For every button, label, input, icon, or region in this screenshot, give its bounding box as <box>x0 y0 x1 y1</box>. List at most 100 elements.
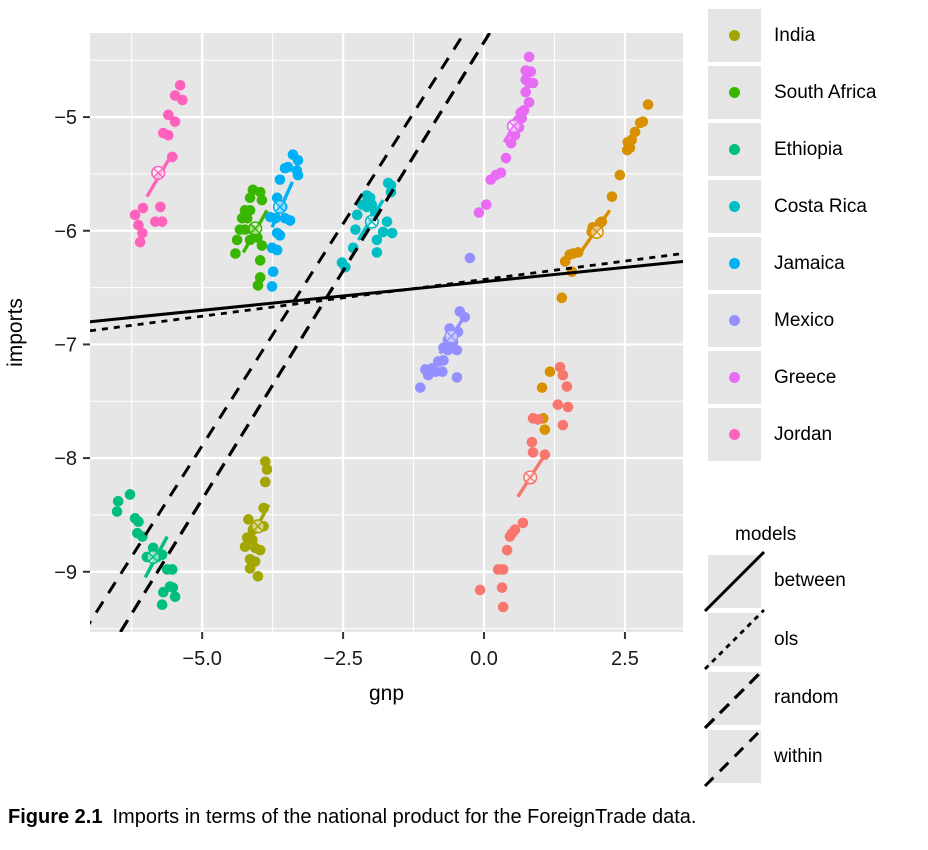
data-point <box>459 311 471 323</box>
data-point <box>500 152 512 164</box>
data-point <box>252 280 264 291</box>
data-point <box>497 564 509 575</box>
legend-item-mexico: Mexico <box>708 292 928 349</box>
data-point <box>254 186 266 198</box>
data-point <box>504 531 516 542</box>
legend-key-swatch <box>708 123 761 176</box>
data-point <box>539 424 551 435</box>
figure-caption: Figure 2.1 Imports in terms of the nation… <box>8 806 920 829</box>
data-point <box>167 582 179 593</box>
data-point <box>230 248 241 259</box>
legend-label: Greece <box>774 366 837 388</box>
legend-key-swatch <box>703 550 766 612</box>
line-icon <box>703 550 766 612</box>
point-icon <box>729 315 740 326</box>
model-line-ols <box>90 252 683 333</box>
data-point <box>163 129 174 141</box>
data-point <box>271 244 283 256</box>
series-south-africa <box>230 184 269 291</box>
data-point <box>527 447 539 458</box>
legend-label: Ethiopia <box>774 138 843 160</box>
legend-item-ols: ols <box>704 609 928 671</box>
data-point <box>254 272 266 283</box>
data-point <box>174 79 186 91</box>
data-point <box>254 255 266 266</box>
point-icon <box>729 429 740 440</box>
x-tick-label: −5.0 <box>182 648 221 670</box>
data-point <box>536 382 548 393</box>
data-point <box>166 151 178 163</box>
data-point <box>266 281 278 292</box>
data-point <box>261 464 273 475</box>
series-#D89000 <box>536 99 654 435</box>
data-point <box>166 564 178 575</box>
y-axis-title: imports <box>4 298 27 367</box>
center-symbol-cross <box>153 168 163 178</box>
legend-label: South Africa <box>774 81 877 103</box>
data-point <box>561 381 573 392</box>
data-point <box>137 202 149 214</box>
legend-label: Jordan <box>774 423 833 445</box>
series-greece <box>473 51 539 218</box>
data-point <box>527 77 539 89</box>
data-point <box>562 401 574 413</box>
data-point <box>505 137 517 149</box>
data-point <box>637 116 649 127</box>
y-tick-label: −7 <box>54 334 77 356</box>
data-point <box>256 194 268 206</box>
legend-key-swatch <box>704 609 765 671</box>
data-point <box>241 212 253 224</box>
x-tick-label: 0.0 <box>470 648 498 670</box>
data-point <box>464 252 476 264</box>
legend-item-india: India <box>708 7 928 64</box>
data-point <box>274 174 286 185</box>
point-icon <box>729 30 740 41</box>
data-point <box>163 109 174 121</box>
data-point <box>629 126 641 138</box>
data-point <box>556 292 568 304</box>
data-point <box>274 230 286 241</box>
series-jamaica <box>265 149 304 292</box>
data-point <box>256 240 268 251</box>
data-point <box>371 234 383 246</box>
data-point <box>381 216 393 227</box>
data-point <box>386 227 398 239</box>
data-point <box>156 216 168 227</box>
data-point <box>485 174 497 185</box>
legend-countries: India South Africa Ethiopia Costa Rica J… <box>708 7 928 463</box>
data-point <box>437 366 448 378</box>
data-point <box>169 116 181 127</box>
legend-label: ols <box>774 628 799 650</box>
center-symbol-cross <box>253 521 263 531</box>
point-icon <box>729 144 740 155</box>
data-point <box>231 234 243 246</box>
data-point <box>415 382 426 393</box>
data-point <box>474 584 486 596</box>
model-line-random <box>119 33 492 632</box>
series-jordan <box>129 79 188 248</box>
data-point <box>351 209 363 221</box>
x-tick-label: 2.5 <box>611 648 639 670</box>
legend-key-swatch <box>708 294 761 347</box>
legend-key-swatch <box>708 180 761 233</box>
data-point <box>520 86 532 98</box>
legend-item-between: between <box>703 550 928 612</box>
legend-label: Mexico <box>774 309 835 331</box>
data-point <box>422 369 434 381</box>
data-point <box>451 344 463 356</box>
center-symbol-cross <box>525 472 535 483</box>
data-point <box>284 215 296 226</box>
y-tick-label: −5 <box>54 107 77 129</box>
data-point <box>177 94 188 106</box>
data-point <box>371 247 383 258</box>
legend-label: random <box>774 687 839 709</box>
data-point <box>442 344 454 356</box>
legend-item-within: within <box>703 726 928 788</box>
center-symbol-cross <box>446 331 457 342</box>
data-point <box>552 399 564 410</box>
line-icon <box>703 667 766 729</box>
data-point <box>626 134 638 146</box>
x-axis-title: gnp <box>369 682 404 705</box>
legend-key-swatch <box>708 408 761 461</box>
legend-label: Costa Rica <box>774 195 867 217</box>
